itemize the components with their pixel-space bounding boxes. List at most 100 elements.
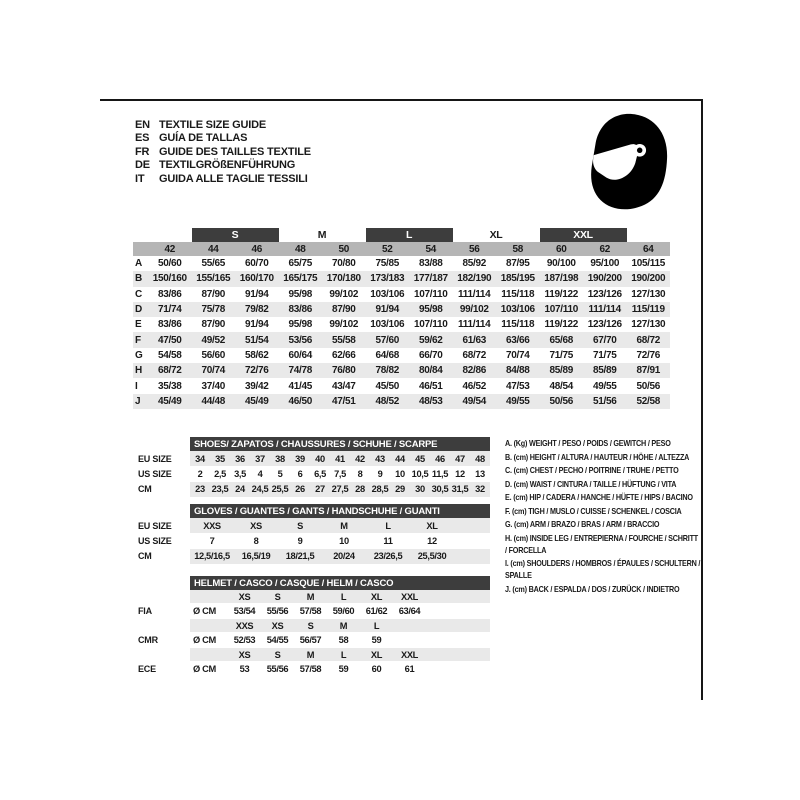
value-cell: 35 (215, 453, 225, 464)
value-cell: 34 (195, 453, 205, 464)
eu-size-cell: 50 (338, 243, 350, 255)
size-value-cell: 91/94 (244, 288, 269, 300)
value-row: 7 8 9 10 11 12 (190, 533, 490, 548)
legend-item: A. (Kg) WEIGHT / PESO / POIDS / GEWITCH … (505, 438, 671, 448)
language-title: TEXTILE SIZE GUIDE (159, 119, 267, 131)
measure-row-i: I 35/38 37/40 39/42 41/45 43/47 45/50 46/51 46/5… (133, 378, 670, 393)
helmet-size-cell: M (306, 649, 315, 660)
value-row: XXS XS S M L XL (190, 518, 490, 534)
gloves-table-title: GLOVES / GUANTES / GANTS / HANDSCHUHE / … (190, 504, 490, 518)
value-cell: 11 (383, 535, 393, 546)
shoes-table: SHOES/ ZAPATOS / CHAUSSURES / SCHUHE / S… (138, 437, 490, 497)
value-cell: 46 (435, 453, 445, 464)
value-cell: 11,5 (431, 468, 449, 479)
helmet-value-cell: 55/56 (266, 606, 289, 616)
size-value-cell: 119/122 (544, 319, 579, 331)
size-value-cell: 85/92 (462, 258, 487, 270)
helmet-value-cell: 56/57 (299, 635, 322, 645)
size-value-cell: 78/82 (375, 365, 400, 377)
language-row: EN TEXTILE SIZE GUIDE (135, 119, 311, 132)
value-cell: 39 (295, 453, 305, 464)
row-letter: F (135, 334, 141, 346)
size-value-cell: 68/72 (157, 365, 182, 377)
eu-size-cell: 48 (294, 243, 306, 255)
value-cell: 43 (375, 453, 385, 464)
language-title: GUIDA ALLE TAGLIE TESSILI (159, 172, 308, 185)
value-cell: 25,5/30 (417, 551, 447, 562)
size-value-cell: 48/52 (375, 395, 400, 407)
size-value-cell: 95/98 (288, 319, 313, 331)
diameter-unit-cell: Ø CM (193, 664, 216, 674)
language-list: EN TEXTILE SIZE GUIDE ES GUÍA DE TALLAS FR GU… (135, 119, 311, 186)
helmet-size-cell: S (307, 620, 314, 631)
eu-size-cell: 64 (642, 243, 654, 255)
helmet-table-title: HELMET / CASCO / CASQUE / HELM / CASCO (190, 576, 490, 590)
size-value-cell: 107/110 (414, 319, 448, 331)
value-cell: 24 (235, 484, 245, 495)
helmet-value-cell: 52/53 (233, 635, 256, 645)
size-value-cell: 47/53 (505, 380, 530, 392)
size-value-cell: 87/95 (505, 258, 530, 270)
eu-size-cell: 62 (599, 243, 611, 255)
value-cell: 20/24 (333, 551, 355, 562)
textile-size-table: S M L XL XXL 42 44 46 48 50 52 54 56 58 60 62 64 A 50/60 55… (133, 227, 670, 409)
size-value-cell: 75/78 (201, 304, 226, 316)
value-cell: XXS (203, 520, 221, 531)
value-cell: 45 (415, 453, 425, 464)
language-title: GUIDE DES TAILLES TEXTILE (159, 145, 311, 158)
helmet-size-row: XS S M L XL XXL (190, 648, 490, 661)
right-border-line (701, 99, 703, 700)
value-cell: 30 (415, 484, 425, 495)
helmet-value-cell: 57/58 (299, 664, 322, 674)
size-value-cell: 48/53 (418, 395, 443, 407)
size-group-row: S M L XL XXL (133, 227, 670, 242)
legend-item: G. (cm) ARM / BRAZO / BRAS / ARM / BRACC… (505, 519, 660, 529)
measure-row-d: D 71/74 75/78 79/82 83/86 87/90 91/94 95/98 99/1… (133, 301, 670, 318)
eu-size-cell: 58 (512, 243, 524, 255)
helmet-table-header: HELMET / CASCO / CASQUE / HELM / CASCO (138, 576, 490, 590)
size-value-cell: 59/62 (418, 334, 443, 346)
size-value-cell: 55/58 (331, 334, 356, 346)
value-row: 2 2,5 3,5 4 5 6 6,5 7,5 8 9 10 10,5 11,5 12 13 (190, 466, 490, 481)
size-value-cell: 72/76 (244, 365, 269, 377)
language-title: GUÍA DE TALLAS (159, 132, 248, 145)
value-cell: 13 (475, 468, 485, 479)
diameter-unit-cell: Ø CM (193, 606, 216, 616)
spacer (138, 590, 190, 603)
legend-item: E. (cm) HIP / CADERA / HANCHE / HÜFTE / … (505, 492, 693, 502)
size-value-cell: 150/160 (152, 273, 187, 285)
table-line: US SIZE 2 2,5 3,5 4 5 6 6,5 7,5 8 9 10 10,5 11,5 12 13 (138, 466, 490, 481)
size-value-cell: 39/42 (244, 380, 269, 392)
size-value-cell: 56/60 (201, 349, 226, 361)
helmet-value-cell: 60 (371, 664, 382, 674)
size-group-xl: XL (489, 228, 503, 241)
value-cell: 18/21,5 (285, 551, 315, 562)
size-value-cell: 115/118 (501, 288, 535, 300)
value-cell: 47 (455, 453, 465, 464)
size-value-cell: 67/70 (592, 334, 617, 346)
table-line: CM 23 23,5 24 24,5 25,5 26 27 27,5 28 28,5 29 30 30,5… (138, 481, 490, 497)
value-cell: 23 (195, 484, 205, 495)
legend-item: I. (cm) SHOULDERS / HOMBROS / ÉPAULES / … (505, 558, 701, 580)
language-row: FR GUIDE DES TAILLES TEXTILE (135, 146, 311, 159)
size-value-cell: 72/76 (636, 349, 661, 361)
language-row: ES GUÍA DE TALLAS (135, 132, 311, 145)
helmet-size-cell: XL (370, 591, 383, 602)
spacer (138, 619, 190, 632)
eu-size-row: 42 44 46 48 50 52 54 56 58 60 62 64 (133, 242, 670, 256)
language-code: ES (135, 132, 150, 145)
value-cell: 12 (427, 535, 437, 546)
row-label: EU SIZE (138, 453, 172, 464)
value-cell: L (385, 520, 391, 531)
value-cell: 10 (395, 468, 405, 479)
row-label: US SIZE (138, 468, 172, 479)
value-cell: 5 (277, 468, 283, 479)
helmet-value-cell: 57/58 (299, 606, 322, 616)
size-value-cell: 46/51 (418, 380, 443, 392)
size-value-cell: 68/72 (462, 349, 487, 361)
size-value-cell: 45/49 (244, 395, 269, 407)
shoes-table-title: SHOES/ ZAPATOS / CHAUSSURES / SCHUHE / S… (190, 437, 490, 451)
size-value-cell: 68/72 (636, 334, 661, 346)
value-cell: XL (426, 520, 438, 531)
row-letter: G (135, 349, 143, 361)
